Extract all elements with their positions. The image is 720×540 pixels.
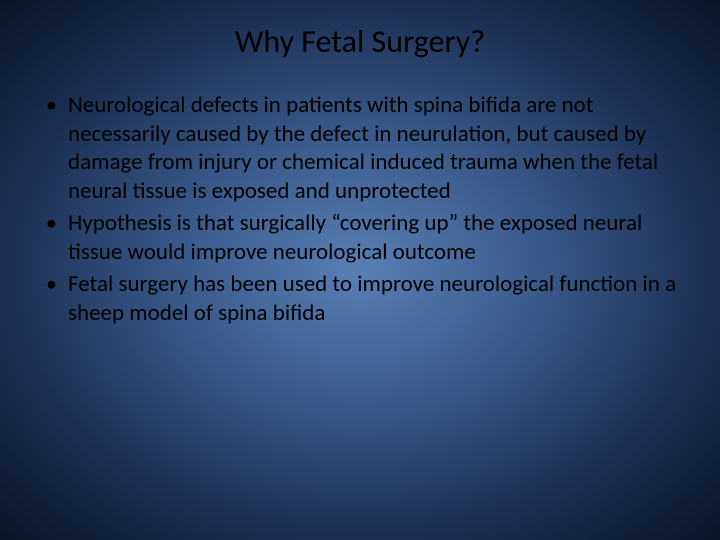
slide-container: Why Fetal Surgery? Neurological defects … bbox=[0, 0, 720, 540]
slide-content: Neurological defects in patients with sp… bbox=[0, 91, 720, 327]
list-item: Neurological defects in patients with sp… bbox=[42, 91, 680, 205]
bullet-list: Neurological defects in patients with sp… bbox=[42, 91, 680, 327]
list-item: Hypothesis is that surgically “covering … bbox=[42, 209, 680, 266]
list-item: Fetal surgery has been used to improve n… bbox=[42, 270, 680, 327]
slide-title: Why Fetal Surgery? bbox=[0, 22, 720, 61]
